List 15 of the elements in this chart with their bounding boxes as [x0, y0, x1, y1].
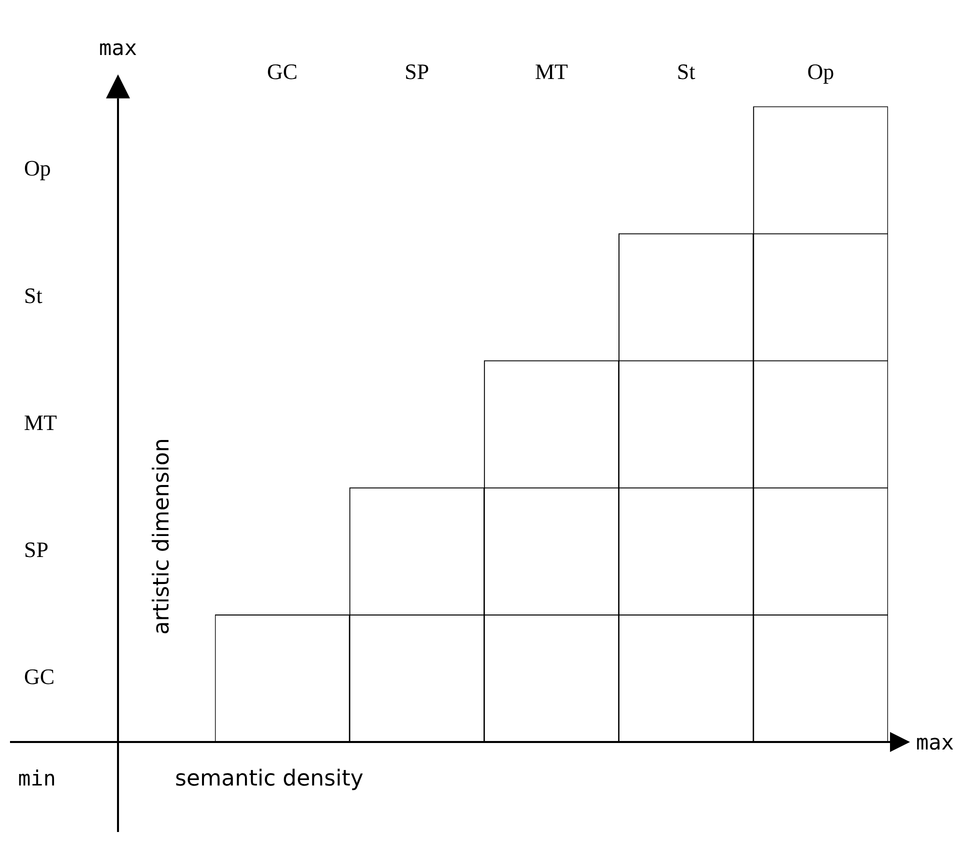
x-tick-label: St	[676, 58, 696, 84]
x-tick-label: Op	[807, 58, 834, 84]
text: St	[24, 282, 42, 308]
text: SP	[24, 537, 48, 562]
x-tick-label: SP	[404, 58, 430, 84]
x-tick-label: GC	[267, 58, 298, 84]
x-tick-label: MT	[535, 58, 569, 84]
text: max	[99, 36, 137, 60]
text: max	[916, 730, 954, 754]
text: min	[18, 766, 56, 790]
y-axis-title: artistic dimension	[150, 438, 175, 635]
text: Op	[24, 156, 51, 181]
text: MT	[24, 410, 58, 435]
text: GC	[24, 664, 55, 690]
x-axis-title: semantic density	[175, 766, 364, 792]
